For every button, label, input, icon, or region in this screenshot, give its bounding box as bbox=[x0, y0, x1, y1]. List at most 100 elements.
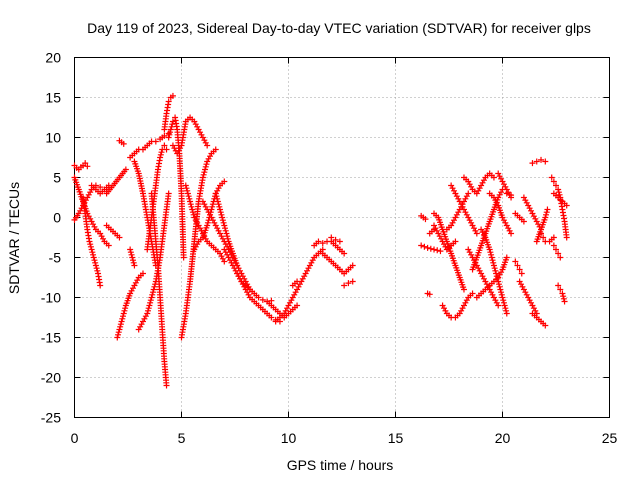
data-point bbox=[157, 151, 164, 158]
data-point bbox=[520, 218, 527, 225]
data-point bbox=[555, 250, 562, 257]
data-point bbox=[345, 280, 352, 287]
data-point bbox=[119, 315, 126, 322]
data-point bbox=[186, 195, 193, 202]
data-point bbox=[147, 297, 154, 304]
data-point bbox=[452, 238, 459, 245]
data-point bbox=[503, 190, 510, 197]
data-point bbox=[167, 129, 174, 136]
data-point bbox=[161, 132, 168, 139]
data-point bbox=[139, 270, 146, 277]
data-point bbox=[495, 302, 502, 309]
data-point bbox=[120, 140, 127, 147]
data-point bbox=[93, 265, 100, 272]
data-point bbox=[294, 278, 301, 285]
data-point bbox=[553, 246, 559, 253]
data-point bbox=[434, 247, 441, 254]
data-point bbox=[166, 131, 173, 138]
y-tick-label: -15 bbox=[41, 330, 61, 346]
data-point bbox=[169, 92, 176, 99]
y-tick-label: 20 bbox=[45, 50, 61, 66]
data-point bbox=[224, 235, 231, 242]
data-point bbox=[486, 246, 493, 253]
data-point bbox=[214, 198, 221, 205]
data-point bbox=[87, 241, 94, 248]
data-point bbox=[147, 299, 154, 306]
data-point bbox=[503, 310, 510, 317]
data-point bbox=[188, 203, 195, 210]
data-point bbox=[149, 289, 156, 296]
data-point bbox=[92, 262, 99, 269]
data-point bbox=[222, 225, 229, 232]
data-point bbox=[557, 286, 564, 293]
data-point bbox=[426, 291, 433, 298]
data-point bbox=[553, 182, 559, 189]
data-point bbox=[131, 262, 138, 269]
data-point bbox=[336, 238, 343, 245]
data-point bbox=[165, 134, 172, 141]
data-point bbox=[516, 266, 523, 273]
data-point bbox=[169, 118, 176, 125]
data-point bbox=[217, 206, 224, 213]
data-point bbox=[503, 254, 510, 261]
data-point bbox=[97, 282, 104, 289]
data-point bbox=[341, 282, 348, 289]
data-point bbox=[200, 171, 207, 178]
data-point bbox=[495, 281, 502, 288]
y-tick-label: -5 bbox=[49, 250, 62, 266]
data-point bbox=[82, 160, 89, 167]
data-point bbox=[202, 163, 209, 170]
data-point bbox=[94, 267, 101, 274]
data-point bbox=[199, 174, 206, 181]
data-point bbox=[204, 142, 211, 149]
data-point bbox=[187, 198, 194, 205]
data-point bbox=[550, 242, 557, 249]
data-point bbox=[217, 209, 224, 216]
data-point bbox=[514, 262, 521, 269]
data-point bbox=[431, 246, 438, 253]
data-point bbox=[129, 257, 136, 264]
data-point bbox=[496, 283, 503, 290]
data-point bbox=[465, 190, 472, 197]
data-point bbox=[92, 259, 99, 266]
data-point bbox=[418, 242, 425, 249]
data-point bbox=[220, 219, 227, 226]
data-point bbox=[145, 305, 152, 312]
data-point bbox=[187, 201, 194, 208]
data-point bbox=[90, 251, 97, 258]
data-point bbox=[84, 163, 91, 170]
data-point bbox=[149, 291, 156, 298]
data-point bbox=[165, 190, 172, 197]
y-tick-label: 10 bbox=[45, 130, 61, 146]
data-point bbox=[542, 214, 549, 221]
data-point bbox=[221, 222, 228, 229]
data-point bbox=[498, 291, 505, 298]
data-point bbox=[168, 123, 175, 130]
data-point bbox=[202, 166, 209, 173]
data-point bbox=[152, 138, 159, 145]
data-point bbox=[490, 259, 497, 266]
data-point bbox=[146, 302, 153, 309]
x-tick-label: 15 bbox=[388, 430, 404, 446]
data-point bbox=[163, 382, 170, 389]
data-point bbox=[129, 254, 136, 261]
data-point bbox=[473, 230, 480, 237]
data-point bbox=[185, 193, 192, 200]
data-point bbox=[518, 270, 525, 277]
data-point bbox=[216, 203, 223, 210]
data-point bbox=[501, 302, 508, 309]
data-point bbox=[508, 230, 515, 237]
data-point bbox=[487, 249, 494, 256]
data-point bbox=[349, 278, 356, 285]
data-point bbox=[148, 294, 155, 301]
data-point bbox=[489, 257, 496, 264]
data-point bbox=[497, 286, 504, 293]
y-axis-label: SDTVAR / TECUs bbox=[6, 182, 22, 294]
data-point bbox=[421, 243, 428, 250]
data-point bbox=[180, 254, 187, 261]
data-point bbox=[563, 234, 570, 241]
data-point bbox=[555, 186, 562, 193]
data-point bbox=[203, 161, 210, 168]
data-point bbox=[201, 169, 208, 176]
data-point bbox=[492, 267, 499, 274]
